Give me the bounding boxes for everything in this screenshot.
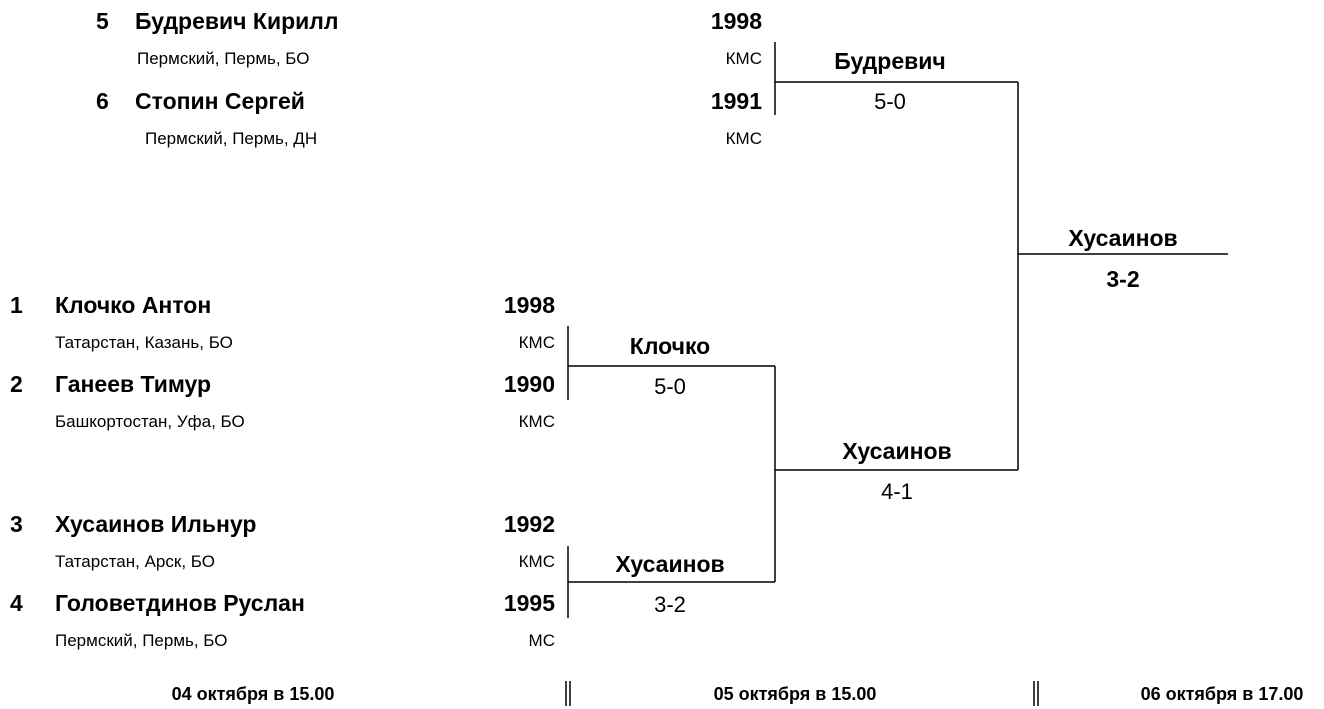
participant-name: Стопин Сергей [135, 88, 305, 114]
round-date: 06 октября в 17.00 [1140, 684, 1304, 704]
match-score: 4-1 [881, 479, 913, 504]
sport-rank: КМС [518, 333, 555, 352]
match-winner: Будревич [834, 48, 946, 74]
match-score: 5-0 [874, 89, 906, 114]
match-winner: Хусаинов [1068, 225, 1178, 251]
sport-rank: КМС [518, 412, 555, 431]
match-winner: Клочко [629, 333, 711, 359]
birth-year: 1992 [503, 511, 555, 537]
round-date: 04 октября в 15.00 [171, 684, 335, 704]
match-score: 3-2 [654, 592, 686, 617]
sport-rank: КМС [725, 129, 762, 148]
match-score: 3-2 [1106, 266, 1140, 292]
participant-name: Будревич Кирилл [135, 8, 339, 34]
participant-name: Ганеев Тимур [55, 371, 212, 397]
participant-region: Пермский, Пермь, БО [137, 49, 310, 68]
birth-year: 1991 [710, 88, 762, 114]
sport-rank: КМС [725, 49, 762, 68]
participant-name: Головетдинов Руслан [55, 590, 305, 616]
seed: 1 [10, 292, 23, 318]
participant-name: Хусаинов Ильнур [55, 511, 257, 537]
birth-year: 1995 [503, 590, 555, 616]
participant-region: Пермский, Пермь, ДН [145, 129, 318, 148]
round-date: 05 октября в 15.00 [713, 684, 877, 704]
participant-region: Пермский, Пермь, БО [55, 631, 228, 650]
seed: 6 [96, 88, 109, 114]
match-winner: Хусаинов [842, 438, 952, 464]
match-score: 5-0 [654, 374, 686, 399]
match-winner: Хусаинов [615, 551, 725, 577]
birth-year: 1990 [503, 371, 555, 397]
birth-year: 1998 [710, 8, 762, 34]
birth-year: 1998 [503, 292, 555, 318]
seed: 5 [96, 8, 109, 34]
sport-rank: МС [528, 631, 555, 650]
participant-region: Башкортостан, Уфа, БО [55, 412, 245, 431]
participant-region: Татарстан, Арск, БО [55, 552, 215, 571]
seed: 4 [10, 590, 23, 616]
seed: 2 [10, 371, 23, 397]
participant-region: Татарстан, Казань, БО [55, 333, 233, 352]
sport-rank: КМС [518, 552, 555, 571]
seed: 3 [10, 511, 23, 537]
participant-name: Клочко Антон [55, 292, 212, 318]
